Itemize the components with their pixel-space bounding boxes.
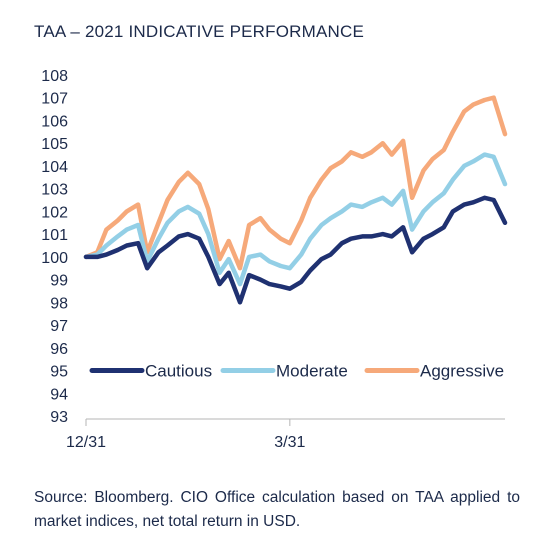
y-tick-label: 98	[50, 295, 68, 312]
y-tick-label: 107	[41, 91, 68, 108]
y-tick-label: 96	[50, 341, 68, 358]
performance-line-chart: 93 94 95 96 97 98 99 100 101 102 103 104 105 106 107 10…	[41, 68, 508, 451]
y-tick-label: 104	[41, 159, 68, 176]
legend: Cautious Moderate Aggressive	[89, 362, 504, 381]
x-axis: 12/31 3/31	[66, 418, 505, 451]
y-tick-label: 105	[41, 136, 68, 153]
chart-title: TAA – 2021 INDICATIVE PERFORMANCE	[34, 22, 364, 41]
series-line-cautious	[83, 195, 508, 305]
y-tick-label: 99	[50, 273, 68, 290]
y-tick-label: 102	[41, 204, 68, 221]
y-tick-label: 103	[41, 182, 68, 199]
y-axis-ticks: 93 94 95 96 97 98 99 100 101 102 103 104 105 106 107 10…	[41, 68, 68, 426]
x-tick-label: 3/31	[274, 434, 305, 451]
y-tick-label: 106	[41, 113, 68, 130]
x-tick-label: 12/31	[66, 434, 106, 451]
y-tick-label: 93	[50, 409, 68, 426]
y-tick-label: 94	[50, 386, 68, 403]
legend-label-aggressive: Aggressive	[420, 362, 504, 381]
series-line-aggressive	[83, 95, 508, 271]
legend-label-moderate: Moderate	[276, 362, 348, 381]
legend-label-cautious: Cautious	[145, 362, 212, 381]
series-lines	[83, 95, 508, 305]
source-note: Source: Bloomberg. CIO Office calculatio…	[34, 489, 520, 530]
y-tick-label: 101	[41, 227, 68, 244]
y-tick-label: 95	[50, 364, 68, 381]
y-tick-label: 97	[50, 318, 68, 335]
y-tick-label: 108	[41, 68, 68, 85]
y-tick-label: 100	[41, 250, 68, 267]
series-line-moderate	[83, 152, 508, 287]
